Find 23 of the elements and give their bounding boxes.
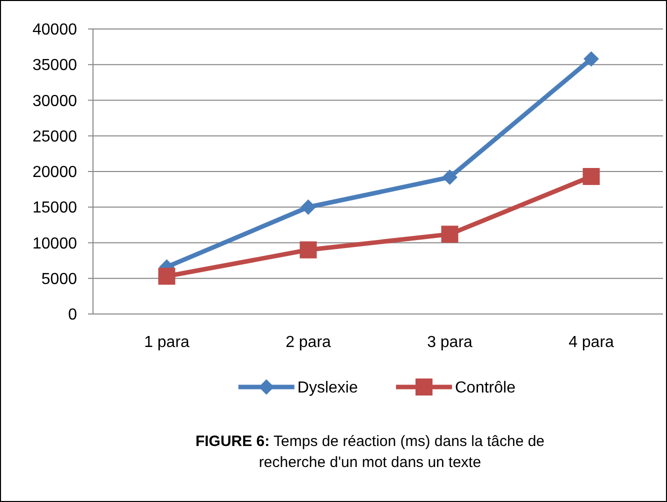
x-tick-label: 4 para xyxy=(568,334,614,351)
y-tick-label: 10000 xyxy=(32,235,78,252)
point xyxy=(442,170,458,185)
x-tick-label: 1 para xyxy=(144,334,190,351)
y-tick-label: 35000 xyxy=(32,57,78,74)
point xyxy=(584,51,599,66)
point xyxy=(300,241,317,258)
x-tick-label: 3 para xyxy=(427,334,473,351)
point xyxy=(158,268,176,285)
y-tick-label: 5000 xyxy=(41,270,78,288)
y-tick-label: 30000 xyxy=(32,92,78,110)
y-tick-label: 40000 xyxy=(32,22,78,39)
legend-label: Dyslexie xyxy=(297,380,358,397)
x-tick-label: 2 para xyxy=(286,334,332,351)
legend-label: Contrôle xyxy=(455,380,516,397)
point xyxy=(582,168,600,185)
y-tick-label: 0 xyxy=(68,306,78,324)
y-tick-label: 20000 xyxy=(32,164,78,182)
point xyxy=(300,200,316,215)
y-tick-label: 25000 xyxy=(32,128,78,146)
y-tick-label: 15000 xyxy=(32,200,78,217)
text: FIGURE 6: Temps de réaction (ms) dans la tâche de recherche d'un mot dans un texte xyxy=(195,433,545,471)
point xyxy=(441,226,458,243)
